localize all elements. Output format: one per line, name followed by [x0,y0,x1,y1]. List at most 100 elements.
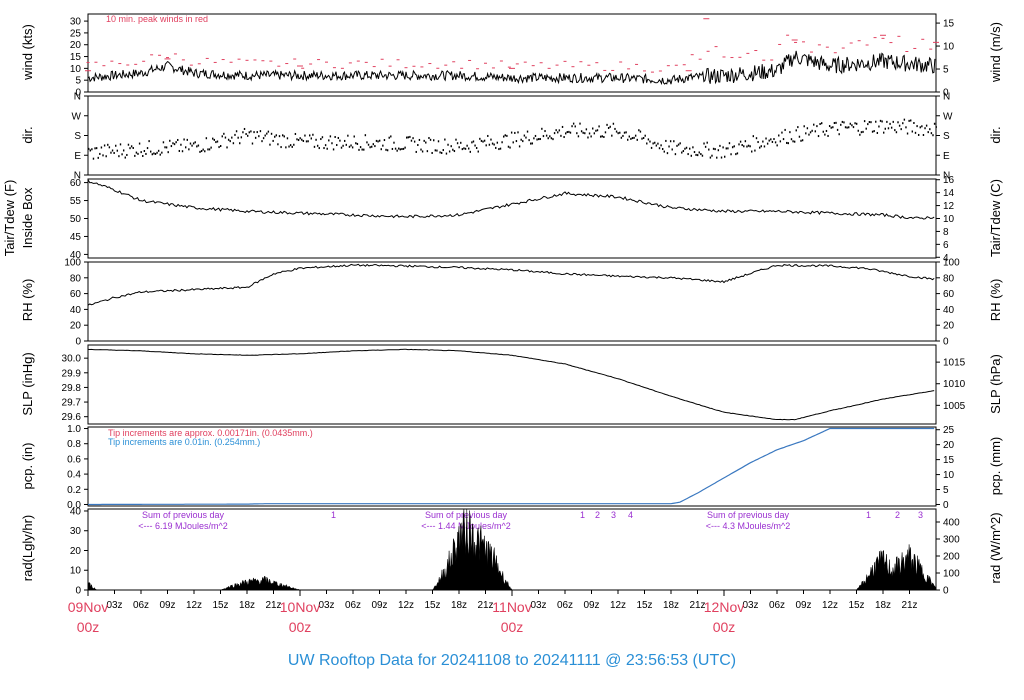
dir-point [391,147,394,150]
dir-point [407,136,409,139]
dir-point [749,145,751,148]
dir-point [269,143,271,146]
rad-sum-3-line1: Sum of previous day [707,510,790,520]
rad-tip-mark: 2 [595,510,600,520]
dir-point [579,122,581,125]
dir-point [819,122,821,125]
dir-point [401,148,403,151]
dir-point [148,140,150,143]
dir-point [849,122,852,125]
rad-sum-1-line2: <--- 6.19 MJoules/m^2 [138,521,228,531]
dir-point [841,120,844,123]
dir-point [790,138,793,141]
dir-point [315,138,317,141]
y-tick-label: 40 [70,506,82,517]
slp-panel-frame [87,344,937,425]
dir-point [902,122,904,125]
y-tick-label: 15 [943,19,955,30]
dir-point [628,135,630,138]
dir-point [124,156,126,159]
dir-point [227,138,230,141]
dir-point [321,136,324,139]
x-tick-label: 15z [848,600,864,611]
dir-point [302,139,305,142]
dir-point [399,148,402,151]
dir-point [878,125,880,128]
dir-point [728,142,731,145]
dir-point [547,137,549,140]
y-tick-label: 40 [70,305,82,316]
dir-point [167,151,169,154]
x-day-date: 09Nov [68,599,108,615]
y-tick-label: E [943,151,950,162]
rad-tip-mark: 1 [580,510,585,520]
x-tick-label: 18z [239,600,255,611]
dir-point [607,127,610,130]
dir-point [824,133,826,136]
y-tick-label: 5 [943,65,949,76]
y-tick-label: 25 [70,28,82,39]
dir-point [421,150,424,153]
dir-point [722,146,724,149]
y-tick-label: 100 [943,258,960,269]
dir-point [921,125,923,128]
dir-left-label: dir. [20,126,35,143]
dir-point [369,146,371,149]
dir-point [935,126,937,129]
y-tick-label: 0.8 [67,439,81,450]
dir-point [681,151,683,154]
dir-point [221,135,223,138]
dir-point [572,122,575,125]
dir-point [347,134,349,137]
dir-point [291,145,293,148]
y-tick-label: 300 [943,535,960,546]
dir-point [474,144,476,147]
dir-point [913,121,915,124]
y-tick-label: N [943,92,950,103]
dir-point [692,146,694,149]
dir-point [510,131,513,134]
dir-point [253,131,255,134]
x-day-date: 12Nov [704,599,744,615]
dir-point [890,126,893,129]
dir-point [855,122,858,125]
wind-note: 10 min. peak winds in red [106,14,208,24]
y-tick-label: 5 [943,485,949,496]
dir-point [588,132,591,135]
y-tick-label: 10 [943,470,955,481]
rad-tip-mark: 1 [866,510,871,520]
x-tick-label: 06z [345,600,361,611]
dir-point [854,122,856,125]
dir-point [289,144,292,147]
x-day-date: 10Nov [280,599,320,615]
dir-point [665,139,667,142]
dir-point [491,142,494,145]
dir-point [188,148,190,151]
dir-point [806,127,809,130]
x-day-time: 00z [77,619,100,635]
dir-point [213,138,216,141]
dir-point [590,135,592,138]
dir-point [668,145,670,148]
y-tick-label: 0.0 [67,500,81,511]
dir-point [324,144,327,147]
dir-point [916,125,918,128]
dir-point [808,133,810,136]
chart-title: UW Rooftop Data for 20241108 to 20241111… [288,652,736,669]
x-tick-label: 21z [901,600,917,611]
dir-point [367,143,370,146]
dir-point [679,142,681,145]
dir-point [690,154,693,157]
rad-tip-mark: 3 [918,510,923,520]
dir-point [216,140,219,143]
dir-point [294,132,297,135]
dir-point [396,149,398,152]
dir-point [875,120,877,123]
dir-point [512,141,514,144]
dir-point [865,127,867,130]
dir-point [682,150,685,153]
dir-point [334,135,336,138]
dir-point [153,152,155,155]
dir-point [879,119,882,122]
